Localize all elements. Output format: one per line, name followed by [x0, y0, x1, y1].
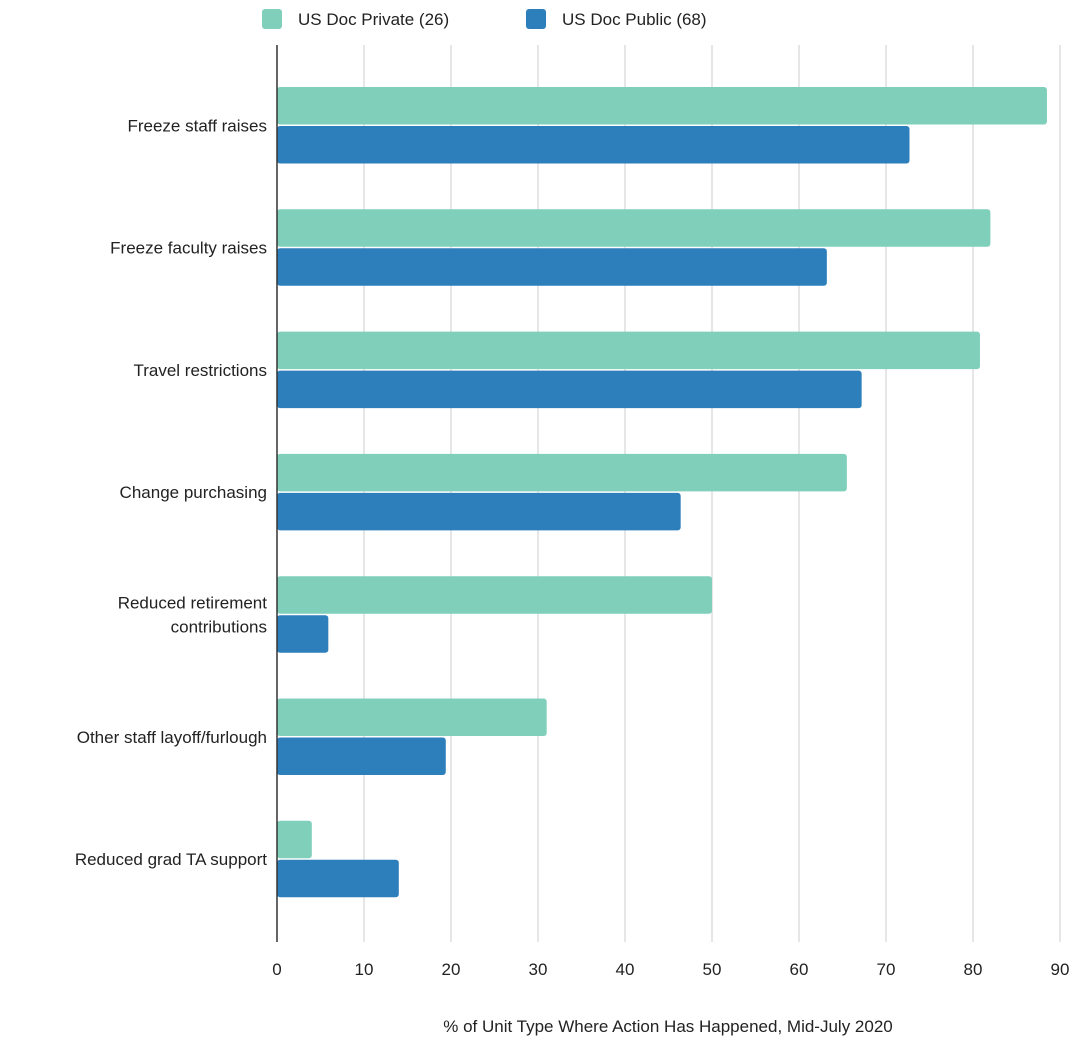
legend: US Doc Private (26) US Doc Public (68)	[262, 9, 707, 29]
x-tick-label: 90	[1051, 960, 1070, 979]
bar-private	[277, 820, 312, 859]
category-label: Reduced retirement	[118, 593, 268, 612]
bar-public	[277, 859, 399, 898]
bar-private	[277, 576, 712, 614]
bars	[277, 87, 1047, 898]
bar-public	[277, 737, 446, 775]
labels: 0 10 20 30 40 50 60 70 80 90 Freeze staff raises Fr…	[75, 116, 1070, 979]
bar-private	[277, 698, 547, 736]
x-tick-label: 70	[877, 960, 896, 979]
x-tick-label: 80	[964, 960, 983, 979]
legend-label: US Doc Public (68)	[562, 10, 707, 29]
category-label: contributions	[171, 617, 267, 636]
x-tick-label: 50	[703, 960, 722, 979]
category-label: Other staff layoff/furlough	[77, 728, 267, 747]
legend-swatch	[526, 9, 546, 29]
bar-private	[277, 87, 1047, 125]
bar-public	[277, 492, 681, 531]
x-tick-label: 40	[616, 960, 635, 979]
legend-swatch	[262, 9, 282, 29]
gridlines	[363, 45, 1061, 942]
category-label: Change purchasing	[120, 483, 267, 502]
bar-public	[277, 370, 862, 409]
category-label: Freeze staff raises	[127, 116, 267, 135]
category-label: Freeze faculty raises	[110, 239, 267, 258]
bar-private	[277, 209, 991, 247]
category-label: Reduced grad TA support	[75, 850, 267, 869]
x-tick-label: 20	[442, 960, 461, 979]
x-tick-label: 60	[790, 960, 809, 979]
category-label: Travel restrictions	[133, 361, 267, 380]
bar-public	[277, 615, 329, 653]
x-tick-label: 0	[272, 960, 281, 979]
bar-private	[277, 453, 847, 492]
x-tick-label: 10	[355, 960, 374, 979]
bar-public	[277, 248, 827, 286]
x-tick-label: 30	[529, 960, 548, 979]
bar-private	[277, 331, 980, 370]
legend-label: US Doc Private (26)	[298, 10, 449, 29]
x-axis-title: % of Unit Type Where Action Has Happened…	[443, 1017, 892, 1036]
bar-public	[277, 126, 910, 164]
